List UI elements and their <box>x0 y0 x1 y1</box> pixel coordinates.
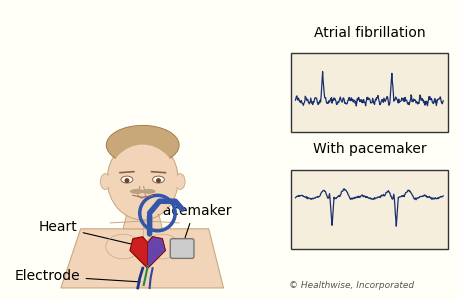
Text: Atrial fibrillation: Atrial fibrillation <box>313 26 424 40</box>
Ellipse shape <box>100 174 110 189</box>
Ellipse shape <box>129 189 143 194</box>
Text: With pacemaker: With pacemaker <box>312 142 425 156</box>
Circle shape <box>124 178 129 183</box>
FancyBboxPatch shape <box>170 239 194 258</box>
Polygon shape <box>61 229 223 288</box>
Ellipse shape <box>141 189 155 194</box>
Polygon shape <box>129 237 165 268</box>
Polygon shape <box>147 237 165 268</box>
Ellipse shape <box>107 139 178 220</box>
Bar <box>290 53 447 132</box>
Circle shape <box>156 178 161 183</box>
Text: © Healthwise, Incorporated: © Healthwise, Incorporated <box>288 281 413 290</box>
Ellipse shape <box>121 176 133 183</box>
Text: Heart: Heart <box>39 220 135 245</box>
Ellipse shape <box>175 174 185 189</box>
Ellipse shape <box>108 145 177 218</box>
Ellipse shape <box>152 176 164 183</box>
Bar <box>290 170 447 248</box>
Text: Pacemaker: Pacemaker <box>155 204 232 244</box>
Ellipse shape <box>106 125 179 165</box>
Text: Electrode: Electrode <box>15 269 140 283</box>
Polygon shape <box>123 209 162 229</box>
